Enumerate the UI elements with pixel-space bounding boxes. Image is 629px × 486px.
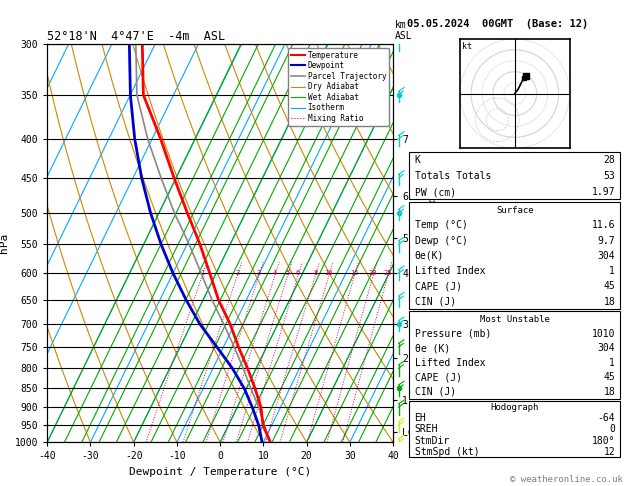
- Text: K: K: [415, 156, 420, 165]
- Text: 2: 2: [235, 270, 239, 276]
- Text: 52°18'N  4°47'E  -4m  ASL: 52°18'N 4°47'E -4m ASL: [47, 30, 225, 43]
- Text: CAPE (J): CAPE (J): [415, 372, 462, 382]
- Text: 20: 20: [369, 270, 377, 276]
- Text: 18: 18: [603, 297, 615, 307]
- Text: Lifted Index: Lifted Index: [415, 266, 485, 276]
- Text: 45: 45: [603, 372, 615, 382]
- Text: 28: 28: [603, 156, 615, 165]
- Text: SREH: SREH: [415, 424, 438, 434]
- Text: CIN (J): CIN (J): [415, 297, 455, 307]
- Text: Pressure (mb): Pressure (mb): [415, 329, 491, 339]
- Text: EH: EH: [415, 413, 426, 423]
- Text: 3: 3: [257, 270, 261, 276]
- X-axis label: Dewpoint / Temperature (°C): Dewpoint / Temperature (°C): [129, 467, 311, 477]
- Text: 1: 1: [610, 266, 615, 276]
- Text: 304: 304: [598, 251, 615, 261]
- Text: 180°: 180°: [592, 435, 615, 446]
- Text: StmSpd (kt): StmSpd (kt): [415, 447, 479, 457]
- Text: 6: 6: [296, 270, 300, 276]
- Text: θe (K): θe (K): [415, 343, 450, 353]
- Text: CIN (J): CIN (J): [415, 387, 455, 397]
- Text: 1010: 1010: [592, 329, 615, 339]
- Text: © weatheronline.co.uk: © weatheronline.co.uk: [510, 474, 623, 484]
- Legend: Temperature, Dewpoint, Parcel Trajectory, Dry Adiabat, Wet Adiabat, Isotherm, Mi: Temperature, Dewpoint, Parcel Trajectory…: [287, 48, 389, 126]
- Y-axis label: hPa: hPa: [0, 233, 9, 253]
- Text: 18: 18: [603, 387, 615, 397]
- Text: 25: 25: [384, 270, 392, 276]
- Text: 05.05.2024  00GMT  (Base: 12): 05.05.2024 00GMT (Base: 12): [407, 19, 588, 30]
- Text: 8: 8: [313, 270, 317, 276]
- Text: Hodograph: Hodograph: [491, 402, 539, 412]
- Text: 12: 12: [603, 447, 615, 457]
- Text: 15: 15: [350, 270, 359, 276]
- Text: 0: 0: [610, 424, 615, 434]
- Y-axis label: Mixing Ratio (g/kg): Mixing Ratio (g/kg): [426, 187, 437, 299]
- Text: 1: 1: [200, 270, 204, 276]
- Text: 1: 1: [610, 358, 615, 368]
- Text: 53: 53: [603, 171, 615, 181]
- Text: Most Unstable: Most Unstable: [480, 314, 550, 324]
- Text: 1.97: 1.97: [592, 187, 615, 197]
- Text: 304: 304: [598, 343, 615, 353]
- Text: Lifted Index: Lifted Index: [415, 358, 485, 368]
- Text: Surface: Surface: [496, 206, 533, 215]
- Text: Dewp (°C): Dewp (°C): [415, 236, 467, 245]
- Text: km
ASL: km ASL: [394, 20, 412, 41]
- Text: 4: 4: [272, 270, 277, 276]
- Text: Totals Totals: Totals Totals: [415, 171, 491, 181]
- Text: 10: 10: [325, 270, 333, 276]
- Text: kt: kt: [462, 42, 472, 51]
- Text: 9.7: 9.7: [598, 236, 615, 245]
- Text: 45: 45: [603, 281, 615, 292]
- Text: StmDir: StmDir: [415, 435, 450, 446]
- Text: 11.6: 11.6: [592, 220, 615, 230]
- Text: -64: -64: [598, 413, 615, 423]
- Text: θe(K): θe(K): [415, 251, 444, 261]
- Text: PW (cm): PW (cm): [415, 187, 455, 197]
- Text: 5: 5: [286, 270, 289, 276]
- Text: Temp (°C): Temp (°C): [415, 220, 467, 230]
- Text: CAPE (J): CAPE (J): [415, 281, 462, 292]
